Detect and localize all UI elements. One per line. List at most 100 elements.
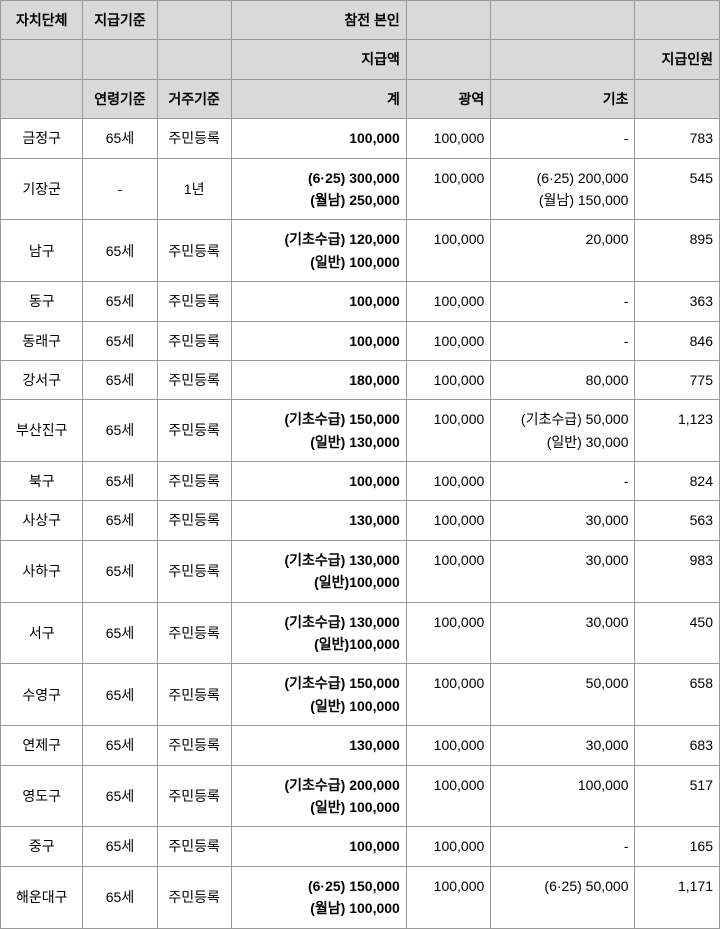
cell-resid: 주민등록 [157, 540, 231, 602]
cell-wide: 100,000 [406, 360, 490, 399]
cell-count: 1,123 [635, 400, 720, 462]
cell-age: 65세 [83, 664, 157, 726]
cell-basic: (6·25) 50,000 [491, 866, 635, 928]
hdr-count: 지급인원 [635, 40, 720, 79]
hdr-blank11 [635, 79, 720, 118]
cell-age: 65세 [83, 540, 157, 602]
hdr-veteran: 참전 본인 [231, 1, 406, 40]
cell-district: 사하구 [1, 540, 83, 602]
hdr-blank2 [406, 1, 490, 40]
cell-total: (6·25) 300,000(월남) 250,000 [231, 158, 406, 220]
cell-basic: 80,000 [491, 360, 635, 399]
cell-age: 65세 [83, 321, 157, 360]
cell-total: (기초수급) 200,000(일반) 100,000 [231, 765, 406, 827]
cell-basic: 30,000 [491, 501, 635, 540]
cell-district: 북구 [1, 462, 83, 501]
cell-age: 65세 [83, 501, 157, 540]
cell-resid: 주민등록 [157, 726, 231, 765]
cell-basic: - [491, 282, 635, 321]
cell-total: (6·25) 150,000(월남) 100,000 [231, 866, 406, 928]
hdr-age: 연령기준 [83, 79, 157, 118]
cell-district: 동구 [1, 282, 83, 321]
cell-age: 65세 [83, 400, 157, 462]
cell-total: 130,000 [231, 726, 406, 765]
cell-total: 100,000 [231, 462, 406, 501]
cell-resid: 주민등록 [157, 220, 231, 282]
cell-total: (기초수급) 130,000(일반)100,000 [231, 602, 406, 664]
cell-district: 금정구 [1, 119, 83, 158]
cell-wide: 100,000 [406, 765, 490, 827]
cell-wide: 100,000 [406, 400, 490, 462]
cell-resid: 주민등록 [157, 360, 231, 399]
cell-district: 기장군 [1, 158, 83, 220]
hdr-amount: 지급액 [231, 40, 406, 79]
cell-wide: 100,000 [406, 321, 490, 360]
cell-count: 846 [635, 321, 720, 360]
cell-age: 65세 [83, 866, 157, 928]
cell-count: 775 [635, 360, 720, 399]
hdr-resid: 거주기준 [157, 79, 231, 118]
cell-resid: 주민등록 [157, 602, 231, 664]
cell-basic: - [491, 321, 635, 360]
cell-wide: 100,000 [406, 220, 490, 282]
cell-age: 65세 [83, 602, 157, 664]
cell-district: 남구 [1, 220, 83, 282]
cell-age: 65세 [83, 726, 157, 765]
cell-wide: 100,000 [406, 726, 490, 765]
table-row: 동래구65세주민등록100,000100,000-846 [1, 321, 720, 360]
hdr-blank3 [491, 1, 635, 40]
cell-wide: 100,000 [406, 827, 490, 866]
cell-wide: 100,000 [406, 664, 490, 726]
cell-resid: 주민등록 [157, 282, 231, 321]
table-row: 동구65세주민등록100,000100,000-363 [1, 282, 720, 321]
cell-age: - [83, 158, 157, 220]
table-row: 기장군-1년(6·25) 300,000(월남) 250,000100,000(… [1, 158, 720, 220]
cell-count: 824 [635, 462, 720, 501]
cell-district: 사상구 [1, 501, 83, 540]
hdr-total: 계 [231, 79, 406, 118]
cell-resid: 주민등록 [157, 400, 231, 462]
cell-resid: 주민등록 [157, 664, 231, 726]
table-row: 강서구65세주민등록180,000100,00080,000775 [1, 360, 720, 399]
cell-count: 545 [635, 158, 720, 220]
cell-district: 중구 [1, 827, 83, 866]
cell-district: 영도구 [1, 765, 83, 827]
cell-total: (기초수급) 150,000(일반) 100,000 [231, 664, 406, 726]
cell-basic: 20,000 [491, 220, 635, 282]
hdr-wide: 광역 [406, 79, 490, 118]
cell-district: 강서구 [1, 360, 83, 399]
cell-age: 65세 [83, 119, 157, 158]
cell-age: 65세 [83, 220, 157, 282]
table-row: 부산진구65세주민등록(기초수급) 150,000(일반) 130,000100… [1, 400, 720, 462]
cell-district: 연제구 [1, 726, 83, 765]
hdr-blank7 [157, 40, 231, 79]
hdr-blank9 [491, 40, 635, 79]
table-row: 해운대구65세주민등록(6·25) 150,000(월남) 100,000100… [1, 866, 720, 928]
cell-basic: - [491, 119, 635, 158]
cell-count: 517 [635, 765, 720, 827]
cell-district: 수영구 [1, 664, 83, 726]
cell-count: 450 [635, 602, 720, 664]
cell-total: (기초수급) 130,000(일반)100,000 [231, 540, 406, 602]
cell-count: 563 [635, 501, 720, 540]
table-body: 금정구65세주민등록100,000100,000-783기장군-1년(6·25)… [1, 119, 720, 928]
table-header: 자치단체 지급기준 참전 본인 지급액 지급인원 연령기준 거주기준 계 광역 … [1, 1, 720, 119]
benefit-table: 자치단체 지급기준 참전 본인 지급액 지급인원 연령기준 거주기준 계 광역 … [0, 0, 720, 929]
cell-resid: 주민등록 [157, 462, 231, 501]
hdr-blank1 [157, 1, 231, 40]
cell-count: 683 [635, 726, 720, 765]
hdr-blank6 [83, 40, 157, 79]
cell-total: 130,000 [231, 501, 406, 540]
table-row: 서구65세주민등록(기초수급) 130,000(일반)100,000100,00… [1, 602, 720, 664]
cell-basic: (6·25) 200,000(월남) 150,000 [491, 158, 635, 220]
hdr-blank8 [406, 40, 490, 79]
hdr-blank4 [635, 1, 720, 40]
cell-basic: - [491, 827, 635, 866]
table-row: 사하구65세주민등록(기초수급) 130,000(일반)100,000100,0… [1, 540, 720, 602]
cell-wide: 100,000 [406, 602, 490, 664]
cell-total: 100,000 [231, 321, 406, 360]
cell-basic: 100,000 [491, 765, 635, 827]
table-row: 영도구65세주민등록(기초수급) 200,000(일반) 100,000100,… [1, 765, 720, 827]
cell-resid: 주민등록 [157, 321, 231, 360]
cell-count: 983 [635, 540, 720, 602]
